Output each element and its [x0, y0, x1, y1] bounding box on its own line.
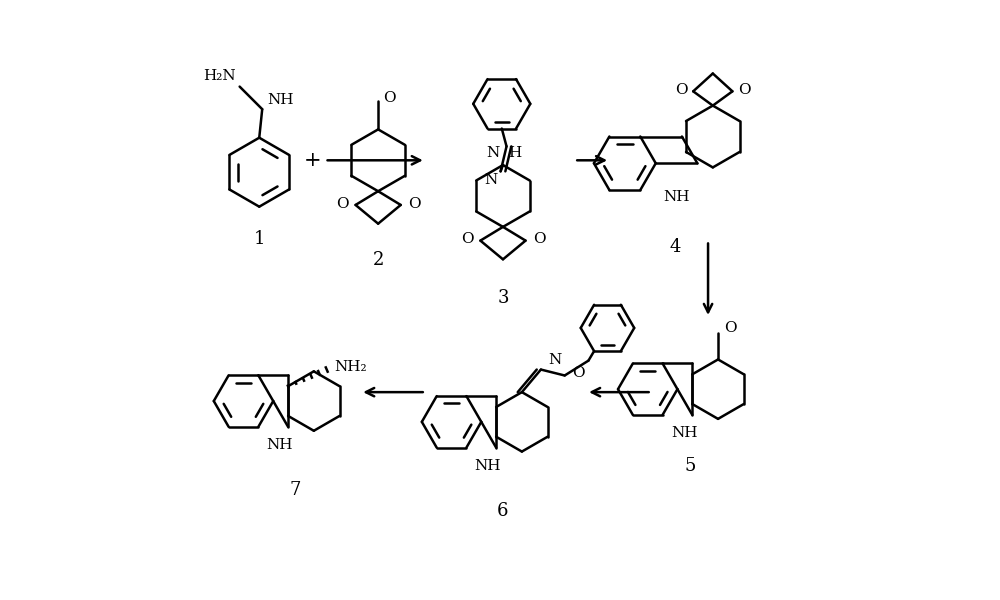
- Text: 1: 1: [254, 230, 265, 248]
- Text: NH: NH: [672, 426, 698, 440]
- Text: O: O: [336, 197, 348, 211]
- Text: O: O: [675, 83, 687, 97]
- Text: O: O: [724, 321, 737, 335]
- Text: H: H: [508, 146, 522, 160]
- Text: +: +: [304, 151, 322, 170]
- Text: 5: 5: [685, 457, 696, 475]
- Text: NH₂: NH₂: [334, 359, 366, 374]
- Text: 7: 7: [289, 481, 301, 499]
- Text: H₂N: H₂N: [203, 69, 236, 83]
- Text: 6: 6: [497, 502, 509, 520]
- Text: N: N: [486, 146, 499, 160]
- Text: NH: NH: [663, 190, 690, 204]
- Text: NH: NH: [266, 438, 293, 452]
- Text: O: O: [572, 366, 584, 380]
- Text: 2: 2: [372, 251, 384, 269]
- Text: 3: 3: [497, 289, 509, 307]
- Text: O: O: [408, 197, 420, 211]
- Text: NH: NH: [474, 458, 501, 473]
- Text: 4: 4: [670, 238, 681, 256]
- Text: O: O: [533, 232, 545, 247]
- Text: NH: NH: [267, 93, 293, 107]
- Text: O: O: [461, 232, 473, 247]
- Text: N: N: [548, 353, 561, 367]
- Text: O: O: [383, 91, 396, 105]
- Text: N: N: [484, 173, 498, 187]
- Text: O: O: [738, 83, 751, 97]
